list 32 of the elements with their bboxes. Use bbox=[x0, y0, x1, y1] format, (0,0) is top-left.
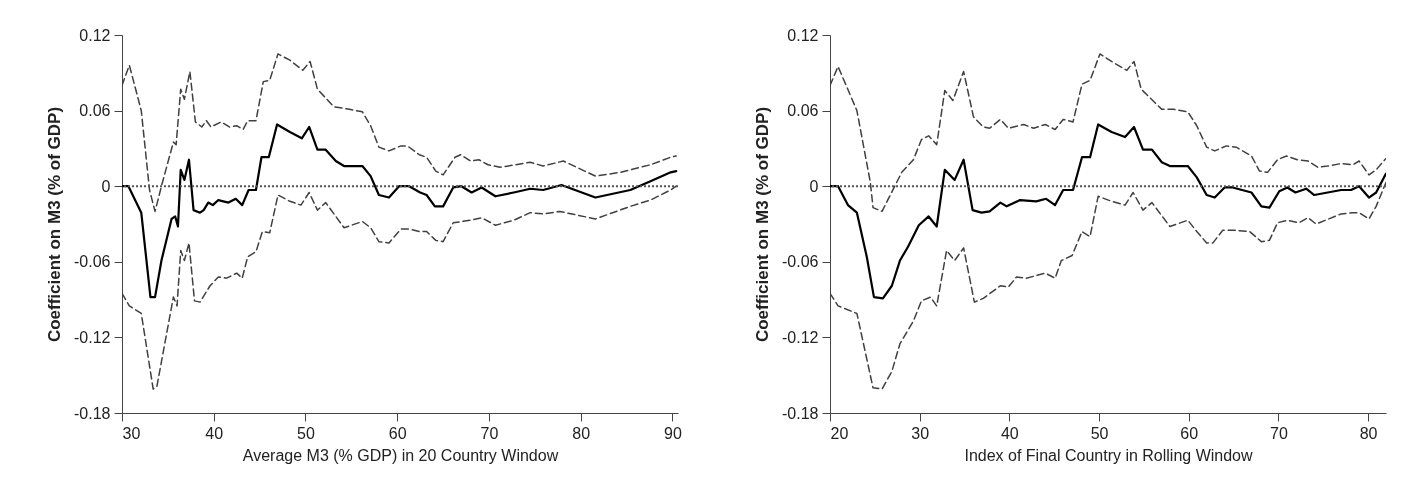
y-tick-label: -0.18 bbox=[74, 404, 111, 422]
y-tick-label: 0.06 bbox=[79, 102, 111, 120]
line-series bbox=[122, 123, 678, 299]
x-tick-label: 20 bbox=[830, 424, 849, 442]
x-tick-label: 80 bbox=[572, 424, 591, 442]
x-tick-label: 30 bbox=[911, 424, 930, 442]
y-tick-label: -0.12 bbox=[782, 328, 819, 346]
x-tick-label: 90 bbox=[664, 424, 682, 442]
x-tick-label: 70 bbox=[1269, 424, 1288, 442]
x-tick-label: 70 bbox=[480, 424, 499, 442]
x-tick-label: 40 bbox=[1000, 424, 1019, 442]
x-tick-label: 60 bbox=[388, 424, 407, 442]
y-tick-label: 0.12 bbox=[79, 26, 111, 44]
line-series bbox=[830, 123, 1386, 300]
x-tick-label: 50 bbox=[1090, 424, 1109, 442]
y-tick-label: 0 bbox=[809, 177, 819, 195]
y-tick-label: -0.12 bbox=[74, 328, 111, 346]
y-axis-title: Coefficient on M3 (% of GDP) bbox=[753, 106, 773, 343]
y-tick-label: -0.06 bbox=[782, 253, 819, 271]
x-tick-label: 40 bbox=[205, 424, 224, 442]
x-axis-title: Average M3 (% GDP) in 20 Country Window bbox=[242, 446, 559, 464]
x-axis-title: Index of Final Country in Rolling Window bbox=[964, 446, 1254, 464]
y-tick-label: 0.12 bbox=[787, 26, 819, 44]
y-tick-label: -0.18 bbox=[782, 404, 819, 422]
x-tick-label: 30 bbox=[122, 424, 141, 442]
y-tick-label: -0.06 bbox=[74, 253, 111, 271]
x-tick-label: 60 bbox=[1180, 424, 1199, 442]
x-tick-label: 80 bbox=[1359, 424, 1378, 442]
y-tick-label: 0 bbox=[101, 177, 111, 195]
y-axis-title: Coefficient on M3 (% of GDP) bbox=[45, 106, 65, 343]
y-tick-label: 0.06 bbox=[787, 102, 819, 120]
x-tick-label: 50 bbox=[297, 424, 315, 442]
